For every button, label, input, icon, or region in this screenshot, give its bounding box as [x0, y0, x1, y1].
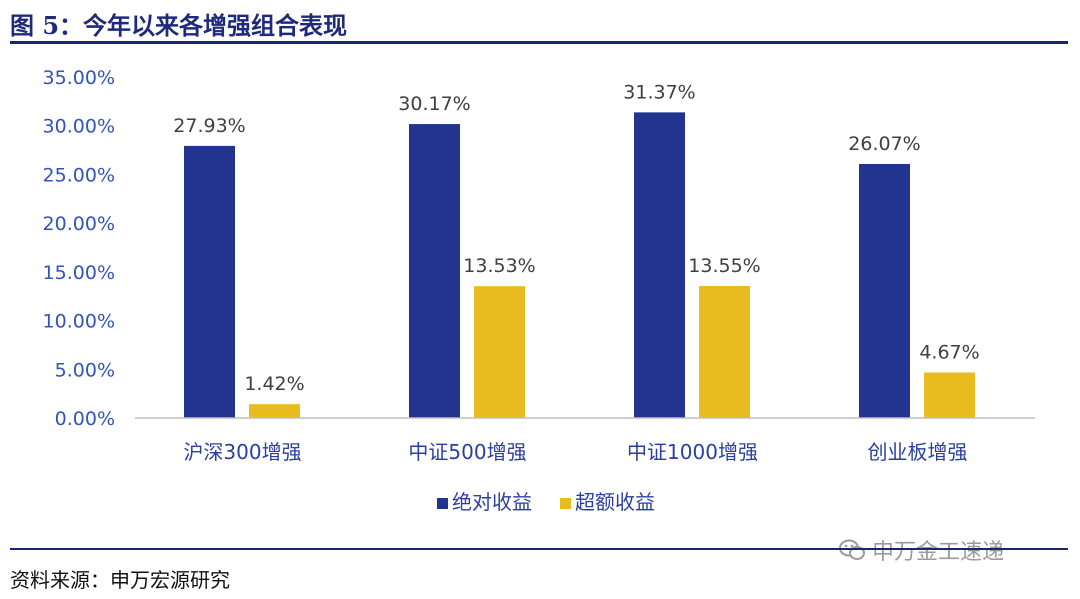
legend-label: 绝对收益 [452, 490, 532, 514]
legend: 绝对收益 超额收益 [437, 490, 655, 514]
wechat-icon [839, 539, 865, 560]
y-tick-label: 10.00% [43, 311, 115, 333]
data-label: 26.07% [848, 133, 920, 155]
bar [699, 285, 750, 418]
bar [474, 286, 525, 418]
category-label: 创业板增强 [868, 440, 968, 464]
data-label: 30.17% [398, 93, 470, 115]
x-axis: 沪深300增强 中证500增强 中证1000增强 创业板增强 [135, 417, 1035, 464]
legend-swatch [560, 498, 571, 509]
watermark-text: 申万金工速递 [872, 540, 1005, 565]
data-label: 27.93% [173, 115, 245, 137]
data-label: 4.67% [919, 342, 979, 364]
category-label: 沪深300增强 [183, 440, 301, 464]
bar [409, 124, 460, 419]
title-rule [10, 41, 1068, 44]
watermark: 申万金工速递 [838, 534, 1004, 566]
bar [249, 404, 300, 418]
y-tick-label: 35.00% [43, 67, 115, 89]
source-note: 资料来源：申万宏源研究 [10, 568, 230, 592]
y-tick-label: 5.00% [55, 359, 115, 381]
legend-label: 超额收益 [575, 490, 655, 514]
category-label: 中证500增强 [408, 440, 526, 464]
y-tick-label: 30.00% [43, 116, 115, 138]
bar [924, 372, 975, 418]
bar [634, 112, 685, 418]
y-tick-label: 25.00% [43, 164, 115, 186]
bar [184, 145, 235, 418]
legend-swatch [437, 498, 448, 509]
y-tick-label: 0.00% [55, 408, 115, 430]
bar-chart: 0.00% 5.00% 10.00% 15.00% 20.00% 25.00% 30.00%… [43, 67, 1035, 514]
category-label: 中证1000增强 [627, 440, 758, 464]
source-rule [10, 548, 1068, 550]
data-label: 1.42% [244, 373, 304, 395]
y-tick-label: 20.00% [43, 213, 115, 235]
bar [859, 164, 910, 418]
bar-series [184, 112, 975, 419]
data-label: 31.37% [623, 81, 695, 103]
y-tick-label: 15.00% [43, 262, 115, 284]
data-labels: 27.93% 1.42% 30.17% 13.53% 31.37% 13.55% 26.07… [173, 81, 979, 395]
y-axis: 0.00% 5.00% 10.00% 15.00% 20.00% 25.00% 30.00%… [43, 67, 115, 430]
data-label: 13.53% [463, 255, 535, 277]
data-label: 13.55% [688, 255, 760, 277]
figure-title: 图 5：今年以来各增强组合表现 [10, 11, 348, 40]
